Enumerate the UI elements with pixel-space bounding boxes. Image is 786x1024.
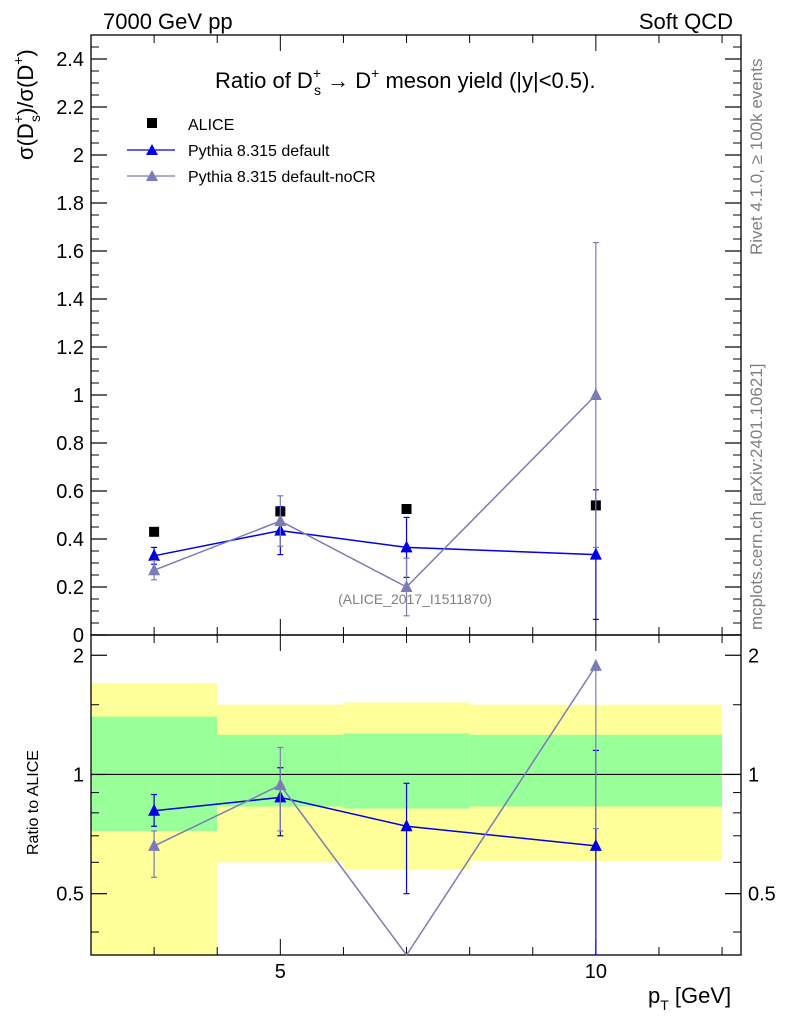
data-point-alice — [149, 526, 160, 537]
series-line-default — [153, 529, 596, 557]
data-point-default — [589, 547, 602, 560]
ratio-point-default — [148, 803, 161, 816]
y-tick-label: 0.4 — [56, 529, 84, 551]
ratio-line-default — [154, 796, 596, 847]
data-point-default — [400, 540, 413, 553]
ratio-y-axis-label: Ratio to ALICE — [25, 750, 42, 855]
series-line-nocr — [153, 394, 597, 588]
y-tick-label: 0.8 — [56, 433, 84, 455]
y-tick-label: 0 — [73, 625, 84, 647]
y-tick-label: 0.2 — [56, 577, 84, 599]
legend-label-default: Pythia 8.315 default — [188, 143, 330, 160]
mcplots-label: mcplots.cern.ch [arXiv:2401.10621] — [747, 364, 766, 630]
main-y-axis-label: σ(D+s)/σ(D+) — [10, 49, 43, 160]
rivet-label: Rivet 4.1.0, ≥ 100k events — [747, 59, 766, 255]
y-tick-label: 1.4 — [56, 289, 84, 311]
legend-marker-nocr — [146, 170, 158, 181]
y-tick-label: 0.6 — [56, 481, 84, 503]
ratio-y-tick-label-right: 2 — [748, 645, 759, 667]
y-tick-label: 2.4 — [56, 49, 84, 71]
header-left: 7000 GeV pp — [103, 9, 233, 34]
x-tick-label: 10 — [585, 961, 607, 983]
x-axis-label: pT [GeV] — [648, 983, 731, 1013]
ratio-point-nocr — [274, 778, 287, 791]
data-point-nocr — [148, 563, 161, 576]
ratio-y-tick-label: 1 — [73, 764, 84, 786]
legend-marker-default — [146, 144, 158, 155]
ratio-point-nocr — [589, 658, 602, 671]
analysis-watermark: (ALICE_2017_I1511870) — [338, 591, 492, 607]
legend-marker-alice — [147, 118, 157, 128]
y-tick-label: 1.6 — [56, 241, 84, 263]
ratio-point-default — [400, 819, 413, 832]
ratio-plot-area: 5 10 0.5 0.5 1 1 2 2 — [56, 619, 776, 983]
main-plot-area: 0 0.2 0.4 0.6 0.8 1 1.2 1.4 1.6 1.8 2 2.2 2.4 — [56, 34, 742, 647]
ratio-y-tick-label: 2 — [73, 645, 84, 667]
ratio-y-tick-label-right: 1 — [748, 764, 759, 786]
ratio-y-tick-label-right: 0.5 — [748, 884, 776, 906]
data-point-nocr — [274, 514, 287, 526]
data-point-nocr — [400, 580, 413, 592]
y-tick-label: 2.2 — [56, 97, 84, 119]
chart-title: Ratio of D+ s → D+ meson yield (|y|<0.5). — [215, 65, 596, 98]
ratio-point-nocr — [148, 838, 161, 851]
legend: ALICE Pythia 8.315 default Pythia 8.315 … — [127, 117, 376, 186]
y-tick-label: 2 — [73, 145, 84, 167]
y-tick-label: 1.2 — [56, 337, 84, 359]
data-point-nocr — [589, 388, 602, 400]
y-tick-label: 1 — [73, 385, 84, 407]
data-point-alice — [401, 504, 412, 514]
x-tick-label: 5 — [275, 961, 286, 983]
data-point-default — [148, 548, 161, 561]
ratio-y-tick-label: 0.5 — [56, 884, 84, 906]
header-right: Soft QCD — [639, 9, 733, 34]
y-tick-label: 1.8 — [56, 193, 84, 215]
ratio-frame — [90, 634, 742, 956]
legend-label-alice: ALICE — [188, 117, 234, 134]
ratio-line-nocr — [153, 665, 597, 957]
ratio-point-default — [589, 838, 602, 851]
legend-label-nocr: Pythia 8.315 default-noCR — [188, 169, 376, 186]
